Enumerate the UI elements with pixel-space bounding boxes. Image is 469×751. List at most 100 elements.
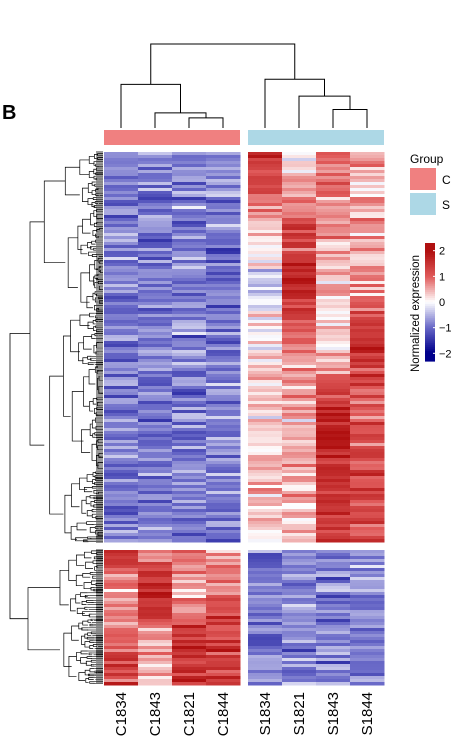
heatmap-cell (282, 263, 317, 267)
heatmap-cell (104, 407, 139, 411)
heatmap-cell (316, 254, 351, 258)
heatmap-cell (248, 482, 283, 486)
heatmap-cell (172, 625, 207, 629)
heatmap-cell (172, 179, 207, 183)
heatmap-cell (172, 571, 207, 575)
heatmap-cell (282, 643, 317, 647)
row-dendrogram-branch (67, 237, 78, 288)
heatmap-cell (282, 206, 317, 210)
heatmap-cell (172, 404, 207, 408)
heatmap-cell (138, 640, 173, 644)
heatmap-cell (248, 452, 283, 456)
heatmap-cell (104, 494, 139, 498)
heatmap-cell (206, 188, 241, 192)
heatmap-cell (104, 248, 139, 252)
legend-swatch-c (410, 168, 436, 190)
heatmap-cell (316, 574, 351, 578)
heatmap-cell (172, 550, 207, 554)
heatmap-cell (316, 317, 351, 321)
heatmap-cell (104, 269, 139, 273)
row-dendrogram-branch (91, 181, 96, 186)
heatmap-cell (316, 185, 351, 189)
heatmap-cell (206, 527, 241, 531)
heatmap-cell (248, 227, 283, 231)
heatmap-cell (172, 209, 207, 213)
heatmap-cell (316, 530, 351, 534)
heatmap-cell (248, 440, 283, 444)
heatmap-cell (206, 595, 241, 599)
heatmap-cell (316, 497, 351, 501)
row-dendrogram-branch (78, 622, 83, 630)
heatmap-cell (104, 488, 139, 492)
heatmap-cell (138, 437, 173, 441)
heatmap-cell (138, 658, 173, 662)
heatmap-cell (282, 413, 317, 417)
heatmap-cell (104, 338, 139, 342)
heatmap-cell (138, 500, 173, 504)
heatmap-cell (316, 158, 351, 162)
heatmap-cell (350, 299, 385, 303)
heatmap-cell (206, 443, 241, 447)
heatmap-cell (206, 598, 241, 602)
heatmap-cell (248, 260, 283, 264)
heatmap-cell (316, 152, 351, 156)
heatmap-cell (350, 416, 385, 420)
heatmap-cell (350, 359, 385, 363)
heatmap-cell (138, 209, 173, 213)
heatmap-cell (138, 536, 173, 540)
heatmap-cell (282, 586, 317, 590)
heatmap-cell (138, 344, 173, 348)
heatmap-cell (316, 524, 351, 528)
heatmap-cell (206, 155, 241, 159)
heatmap-cell (138, 215, 173, 219)
heatmap-cell (104, 392, 139, 396)
heatmap-cell (138, 353, 173, 357)
heatmap-cell (282, 574, 317, 578)
heatmap-cell (138, 335, 173, 339)
heatmap-cell (316, 649, 351, 653)
heatmap-cell (350, 598, 385, 602)
heatmap-cell (350, 215, 385, 219)
heatmap-cell (172, 311, 207, 315)
heatmap-cell (350, 194, 385, 198)
heatmap-cell (350, 377, 385, 381)
heatmap-cell (282, 239, 317, 243)
heatmap-cell (206, 613, 241, 617)
heatmap-cell (248, 479, 283, 483)
heatmap-cell (206, 682, 241, 686)
heatmap-cell (248, 619, 283, 623)
heatmap-cell (316, 550, 351, 554)
heatmap-cell (138, 419, 173, 423)
heatmap-cell (206, 580, 241, 584)
row-dendrogram-branch (97, 153, 99, 156)
heatmap-cell (206, 476, 241, 480)
heatmap-cell (104, 350, 139, 354)
heatmap-cell (206, 425, 241, 429)
heatmap-cell (104, 479, 139, 483)
row-dendrogram-branch (84, 551, 92, 559)
heatmap-cell (316, 224, 351, 228)
heatmap-cell (104, 218, 139, 222)
heatmap-cell (104, 422, 139, 426)
heatmap-cell (104, 404, 139, 408)
row-dendrogram-branch (94, 305, 97, 311)
color-scale-step (425, 278, 435, 281)
heatmap-cell (248, 550, 283, 554)
heatmap-cell (282, 670, 317, 674)
heatmap-cell (248, 574, 283, 578)
heatmap-cell (172, 497, 207, 501)
heatmap-cell (282, 434, 317, 438)
heatmap-cell (248, 281, 283, 285)
heatmap-cell (138, 533, 173, 537)
heatmap-cell (350, 631, 385, 635)
heatmap-cell (138, 556, 173, 560)
color-scale-step (425, 315, 435, 319)
heatmap-cell (350, 491, 385, 495)
heatmap-cell (248, 230, 283, 234)
row-dendrogram-branch (91, 443, 97, 461)
heatmap-cell (104, 440, 139, 444)
color-scale-tick-label: −2 (439, 348, 452, 360)
heatmap-cell (206, 305, 241, 309)
heatmap-cell (282, 673, 317, 677)
heatmap-cell (206, 200, 241, 204)
